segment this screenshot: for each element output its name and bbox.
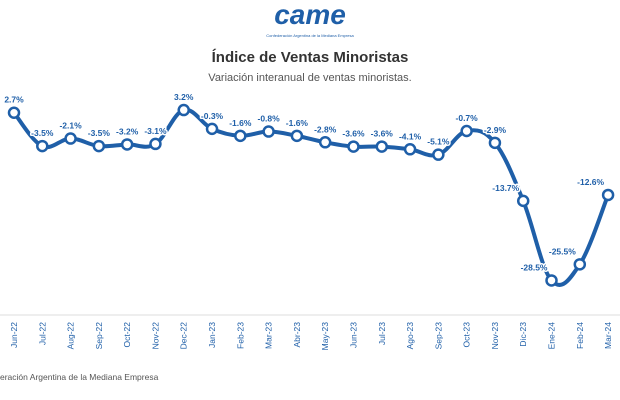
x-tick-label: Dic-23 [518,322,528,347]
point [290,129,304,143]
x-tick-label: Jun-22 [9,322,19,348]
point [403,143,417,156]
line [12,107,610,287]
data-label: -3.6% [342,129,365,139]
data-label: -3.5% [88,128,111,138]
data-label: -3.5% [31,128,54,138]
logo: came [274,0,346,30]
point [177,103,190,117]
point [64,132,77,145]
x-tick-label: Dec-22 [179,322,189,350]
x-tick-label: Jun-23 [348,322,358,348]
point [488,136,502,150]
data-label: -5.1% [427,137,450,147]
x-tick-label: Mar-23 [264,322,274,349]
point [347,140,360,153]
x-tick-label: May-23 [320,322,330,351]
x-tick-label: Ago-23 [405,322,415,350]
x-tick-label: Mar-24 [603,322,613,349]
data-label: -2.9% [484,125,507,135]
data-label: -1.6% [229,118,252,128]
data-label: -12.6% [577,177,604,187]
x-tick-label: Feb-23 [235,322,245,349]
point [262,125,275,138]
logo-caption: Confederación Argentina de la Mediana Em… [266,33,354,38]
point [92,139,106,153]
data-label: -3.6% [371,129,394,139]
x-tick-label: Nov-22 [150,322,160,350]
data-label: 2.7% [4,95,24,105]
point [545,274,558,287]
x-tick-label: Jul-22 [37,322,47,345]
x-tick-label: Oct-23 [462,322,472,348]
x-tick-label: Sep-22 [94,322,104,350]
data-label: -1.6% [286,118,309,128]
point [36,139,49,153]
point [318,136,332,149]
x-tick-label: Aug-22 [66,322,76,350]
data-label: -0.3% [201,111,224,121]
data-label: -0.8% [258,114,281,124]
footer: eración Argentina de la Mediana Empresa [0,372,159,382]
x-tick-label: Sep-23 [433,322,443,350]
point [234,129,247,143]
x-tick-label: Oct-22 [122,322,132,348]
chart-title: Índice de Ventas Minoristas [212,49,409,66]
x-tick-label: Ene-24 [547,322,557,350]
x-tick-label: Nov-23 [490,322,500,350]
data-label: -2.8% [314,124,337,134]
point [120,138,134,151]
x-tick-label: Jul-23 [377,322,387,345]
point [205,122,219,136]
point [460,124,473,138]
point [516,194,530,208]
x-tick-label: Feb-24 [575,322,585,349]
data-label: -25.5% [549,246,576,256]
data-label: -3.2% [116,126,139,136]
data-label: -3.1% [144,126,167,136]
data-label: -28.5% [521,262,548,272]
chart-subtitle: Variación interanual de ventas minorista… [208,72,411,84]
x-tick-label: Jan-23 [207,322,217,348]
x-tick-label: Abr-23 [292,322,302,348]
data-label: -4.1% [399,131,422,141]
point [7,106,21,119]
data-label: -0.7% [456,113,479,123]
data-label: -13.7% [492,183,519,193]
point [601,188,615,202]
data-label: -2.1% [59,121,82,131]
point [149,137,162,151]
point [432,148,445,161]
point [573,258,587,271]
point [375,140,389,153]
data-label: 3.2% [174,92,194,102]
